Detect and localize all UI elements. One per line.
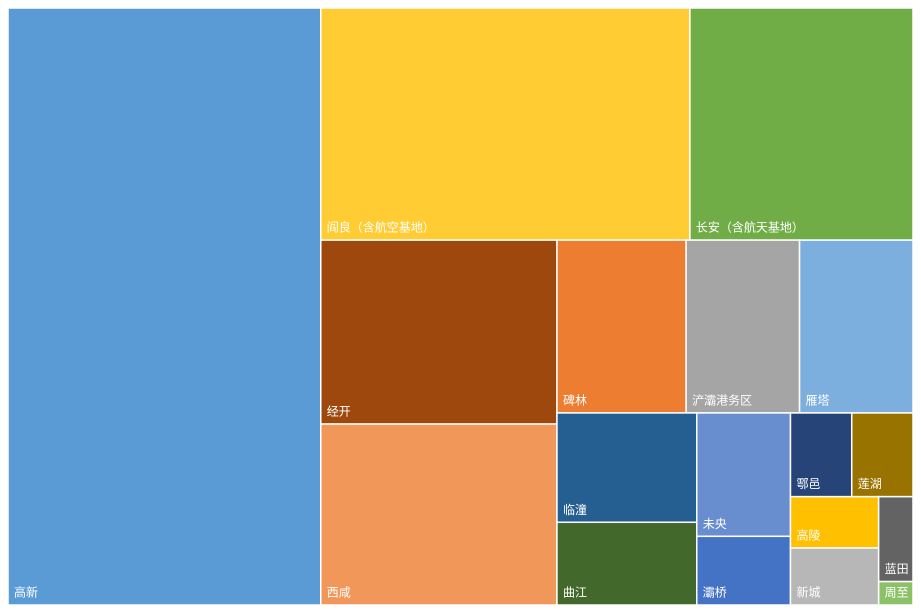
cell-label-box: 莲湖 [858, 476, 882, 491]
cell-label: 西咸 [327, 586, 351, 600]
cell-label-box: 鄠邑 [796, 477, 820, 491]
treemap-cell [685, 239, 801, 414]
cell-label-box: 阎良（含航空基地） [327, 220, 435, 235]
treemap-cell [320, 239, 558, 425]
cell-label-box: 蓝田 [885, 562, 909, 576]
treemap-cell [850, 412, 914, 498]
cell-label-box: 高新 [14, 585, 38, 600]
treemap-cell [696, 412, 792, 538]
treemap-cell [556, 521, 698, 606]
cell-label: 长安（含航天基地） [696, 220, 804, 235]
cell-label: 周至 [885, 586, 909, 600]
cell-label: 高新 [14, 585, 38, 600]
cell-label-box: 经开 [327, 405, 351, 419]
cell-label: 临潼 [563, 502, 587, 517]
cell-label: 曲江 [563, 586, 587, 600]
treemap-cell [556, 412, 698, 524]
cell-label: 灞桥 [703, 586, 727, 600]
cell-label: 经开 [327, 405, 351, 419]
cell-label-box: 周至 [885, 586, 909, 600]
cell-label: 碑林 [563, 392, 587, 407]
cell-label: 莲湖 [858, 476, 882, 491]
cell-label: 鄠邑 [796, 477, 820, 491]
treemap-cell [798, 239, 914, 414]
treemap-cell [877, 580, 914, 606]
treemap-cell [789, 547, 880, 606]
cell-label: 蓝田 [885, 562, 909, 576]
treemap-cell [320, 7, 691, 241]
cell-label-box: 西咸 [327, 586, 351, 600]
treemap-cell [556, 239, 687, 414]
cell-label-box: 灞桥 [703, 586, 727, 600]
cell-label: 雁塔 [806, 393, 830, 407]
cell-label: 未央 [703, 517, 727, 531]
cell-label-box: 临潼 [563, 502, 587, 517]
cell-label: 高陵 [796, 527, 820, 542]
cell-label-box: 未央 [703, 517, 727, 531]
cell-label-box: 长安（含航天基地） [696, 220, 804, 235]
cell-label-box: 碑林 [563, 392, 587, 407]
cell-label: 新城 [796, 585, 820, 600]
cell-label-box: 雁塔 [806, 393, 830, 407]
treemap-cell [320, 423, 558, 606]
cell-label-box: 浐灞港务区 [692, 392, 752, 407]
cell-label-box: 曲江 [563, 586, 587, 600]
treemap-cell [689, 7, 914, 241]
cell-label: 浐灞港务区 [692, 392, 752, 407]
cell-label: 阎良（含航空基地） [327, 220, 435, 235]
cell-label-box: 高陵 [796, 527, 820, 542]
treemap-cell [7, 7, 322, 606]
cell-label-box: 新城 [796, 585, 820, 600]
